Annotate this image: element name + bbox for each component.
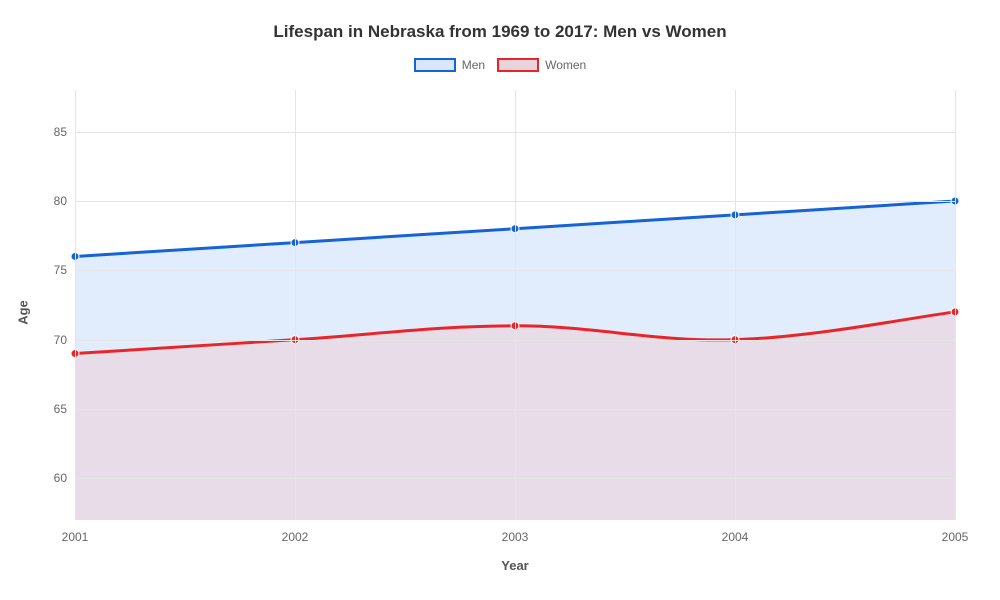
gridline-h (75, 201, 955, 202)
gridline-v (75, 90, 76, 520)
x-tick-label: 2004 (722, 530, 749, 544)
y-tick-label: 65 (45, 402, 67, 416)
gridline-h (75, 132, 955, 133)
chart-container: Lifespan in Nebraska from 1969 to 2017: … (0, 0, 1000, 600)
y-tick-label: 60 (45, 471, 67, 485)
x-tick-label: 2002 (282, 530, 309, 544)
plot-area (75, 90, 955, 520)
gridline-h (75, 478, 955, 479)
y-axis-label: Age (16, 300, 31, 325)
gridline-h (75, 409, 955, 410)
legend-label-men: Men (462, 58, 485, 72)
legend-item-men: Men (414, 58, 485, 72)
gridline-h (75, 340, 955, 341)
chart-title: Lifespan in Nebraska from 1969 to 2017: … (0, 22, 1000, 42)
x-tick-label: 2001 (62, 530, 89, 544)
y-tick-label: 80 (45, 194, 67, 208)
gridline-v (295, 90, 296, 520)
chart-svg (75, 90, 375, 240)
legend-label-women: Women (545, 58, 586, 72)
legend: Men Women (0, 58, 1000, 72)
x-tick-label: 2003 (502, 530, 529, 544)
gridline-h (75, 270, 955, 271)
legend-swatch-women (497, 58, 539, 72)
y-tick-label: 85 (45, 125, 67, 139)
y-tick-label: 75 (45, 263, 67, 277)
legend-item-women: Women (497, 58, 586, 72)
gridline-v (955, 90, 956, 520)
y-tick-label: 70 (45, 333, 67, 347)
gridline-v (735, 90, 736, 520)
x-axis-label: Year (501, 558, 528, 573)
x-tick-label: 2005 (942, 530, 969, 544)
gridline-v (515, 90, 516, 520)
legend-swatch-men (414, 58, 456, 72)
